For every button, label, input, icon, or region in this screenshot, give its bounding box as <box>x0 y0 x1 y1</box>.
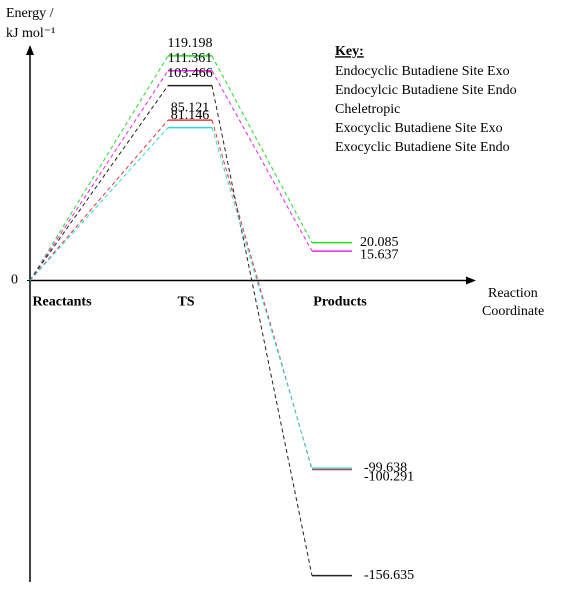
connector <box>211 70 313 252</box>
legend-entry: Exocyclic Butadiene Site Endo <box>335 140 510 155</box>
legend-entry: Endocylcic Butadiene Site Endo <box>335 83 517 98</box>
value-label: 15.637 <box>360 247 399 262</box>
connector <box>211 127 313 469</box>
connector <box>211 55 313 243</box>
value-label: -156.635 <box>364 568 414 583</box>
value-label: 81.146 <box>171 108 210 123</box>
y-axis-label: kJ mol⁻¹ <box>6 26 55 41</box>
value-label: 111.361 <box>168 51 212 66</box>
connector <box>29 85 169 281</box>
legend-entry: Cheletropic <box>335 102 400 117</box>
connector <box>29 55 169 281</box>
legend-title: Key: <box>335 44 364 59</box>
x-tick-label: Products <box>313 295 367 310</box>
value-label: 20.085 <box>360 235 399 250</box>
x-axis-label: Coordinate <box>482 304 544 319</box>
value-label: -100.291 <box>364 470 414 485</box>
connector <box>211 85 313 576</box>
y-axis-label: Energy / <box>6 6 54 21</box>
value-label: -99.638 <box>364 460 407 475</box>
value-label: 103.466 <box>167 66 213 81</box>
y-tick-label: 0 <box>11 273 18 288</box>
connector <box>29 70 169 281</box>
connector <box>29 127 169 281</box>
value-label: 85.121 <box>171 100 210 115</box>
connector <box>29 119 169 281</box>
value-label: 119.198 <box>168 36 213 51</box>
x-axis-arrow <box>466 276 476 285</box>
legend-entry: Endocyclic Butadiene Site Exo <box>335 64 510 79</box>
x-tick-label: TS <box>177 295 194 310</box>
legend-entry: Exocyclic Butadiene Site Exo <box>335 121 503 136</box>
y-axis-arrow <box>26 45 34 55</box>
x-axis-label: Reaction <box>488 286 538 301</box>
x-tick-label: Reactants <box>32 295 92 310</box>
